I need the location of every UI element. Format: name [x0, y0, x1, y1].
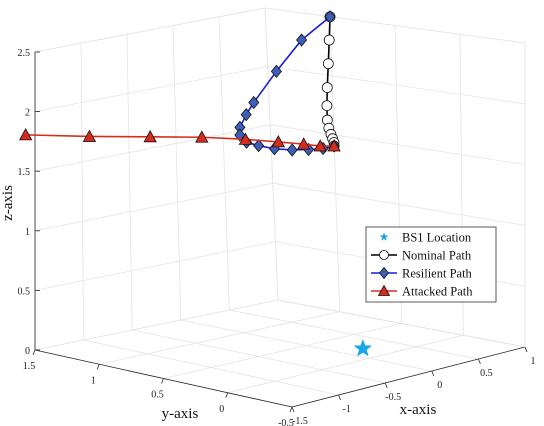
- data-point-triangle: [143, 129, 157, 143]
- legend-label: Nominal Path: [402, 249, 472, 263]
- y-axis-label: y-axis: [162, 406, 199, 422]
- data-point-circle: [322, 58, 334, 70]
- box-edge: [34, 7, 266, 53]
- data-point-star: [353, 338, 373, 357]
- back-wall-grid-line: [34, 241, 276, 291]
- data-point-diamond: [378, 266, 390, 280]
- data-point-circle: [321, 100, 333, 112]
- back-wall-grid-line: [34, 124, 271, 172]
- y-tick-label: 1: [91, 375, 96, 386]
- data-point-circle: [321, 82, 333, 93]
- x-tick-label: 0: [437, 380, 442, 391]
- box-edge: [264, 7, 526, 44]
- floor-grid-line: [227, 334, 464, 394]
- data-point-diamond: [234, 128, 246, 142]
- side-wall-grid-line: [267, 66, 526, 105]
- z-tick-label: 1.5: [18, 167, 31, 178]
- back-wall-grid-line: [218, 16, 230, 311]
- tick-labels: -1.5 -1 -0.5 0 0.5 1 -0.5 0 0.5 1 1.5 0 0.5 1 1.5 2 2.5: [18, 48, 536, 426]
- y-tick-mark: [225, 392, 229, 398]
- x-tick-label: -0.5: [385, 392, 401, 403]
- axis-lines: [32, 7, 528, 413]
- data-point-diamond: [240, 108, 252, 122]
- z-tick-label: 0: [25, 346, 30, 357]
- x-tick-mark: [478, 358, 481, 365]
- legend-entry: Nominal Path: [371, 249, 472, 263]
- data-point-triangle: [238, 132, 253, 145]
- z-tick-label: 0.5: [18, 286, 31, 297]
- data-point-triangle: [82, 129, 97, 142]
- data-series: [18, 10, 373, 357]
- legend-entry: Resilient Path: [371, 267, 473, 281]
- y-tick-label: 0.5: [151, 390, 164, 401]
- y-tick-label: 0: [219, 404, 224, 415]
- data-point-diamond: [296, 33, 308, 47]
- z-tick-label: 1: [25, 227, 30, 238]
- legend-box: [365, 226, 497, 303]
- x-tick-mark: [384, 382, 388, 389]
- back-wall-grid-line: [34, 66, 268, 112]
- data-point-diamond: [248, 95, 260, 110]
- x-tick-mark: [431, 370, 435, 377]
- data-point-triangle: [313, 139, 327, 152]
- series-attacked-path: [18, 128, 341, 152]
- legend-label: Resilient Path: [402, 267, 473, 281]
- y-tick-mark: [96, 364, 100, 370]
- series-line: [238, 16, 335, 151]
- data-point-star: [379, 232, 389, 241]
- axis-labels: x-axis y-axis z-axis: [0, 185, 436, 422]
- data-point-diamond: [324, 10, 336, 24]
- legend-label: Attacked Path: [402, 285, 473, 299]
- data-point-triangle: [271, 135, 286, 148]
- legend: BS1 Location Nominal Path Resilient Path At…: [365, 226, 497, 303]
- back-wall-grid-line: [34, 182, 273, 232]
- data-point-circle: [323, 34, 335, 46]
- series-resilient-path: [234, 10, 340, 157]
- data-point-triangle: [377, 284, 391, 296]
- back-wall-grid-line: [172, 25, 182, 321]
- back-wall-grid-line: [126, 34, 133, 331]
- data-point-triangle: [18, 128, 33, 141]
- x-tick-label: 0.5: [480, 368, 493, 379]
- y-tick-mark: [161, 378, 164, 384]
- box-edge: [277, 299, 526, 348]
- legend-label: BS1 Location: [402, 231, 472, 245]
- data-point-diamond: [270, 64, 282, 78]
- data-point-triangle: [195, 130, 209, 143]
- side-wall-grid-line: [270, 124, 526, 165]
- series-bs1-location: [353, 338, 373, 357]
- x-tick-label: -1: [342, 404, 350, 415]
- x-axis-line: [291, 346, 526, 408]
- y-tick-label: 1.5: [23, 361, 36, 372]
- legend-entry: Attacked Path: [371, 285, 473, 299]
- back-wall-grid-line: [80, 43, 84, 341]
- x-axis-label: x-axis: [400, 402, 437, 418]
- z-tick-label: 2.5: [18, 48, 31, 59]
- data-point-triangle: [297, 137, 311, 150]
- x-tick-label: -1.5: [292, 416, 308, 426]
- data-point-circle: [379, 250, 389, 260]
- x-tick-mark: [524, 346, 528, 353]
- data-point-diamond: [253, 139, 265, 153]
- x-tick-mark: [338, 394, 341, 401]
- x-tick-label: 1: [531, 356, 536, 367]
- data-point-triangle: [327, 139, 341, 152]
- x-tick-mark: [291, 406, 295, 413]
- floor-grid-line: [163, 323, 402, 379]
- floor-grid-line: [99, 311, 340, 365]
- z-tick-label: 2: [25, 108, 30, 119]
- y-tick-mark: [32, 349, 36, 356]
- back-wall-grid-line: [34, 299, 279, 351]
- data-point-diamond: [286, 143, 298, 157]
- legend-entry: BS1 Location: [379, 231, 472, 245]
- side-wall-grid-line: [264, 7, 279, 301]
- y-tick-label: -0.5: [278, 418, 294, 426]
- z-axis-label: z-axis: [0, 185, 16, 221]
- side-wall-grid-line: [272, 182, 526, 226]
- y-tick-mark: [289, 406, 293, 413]
- series-line: [25, 134, 335, 147]
